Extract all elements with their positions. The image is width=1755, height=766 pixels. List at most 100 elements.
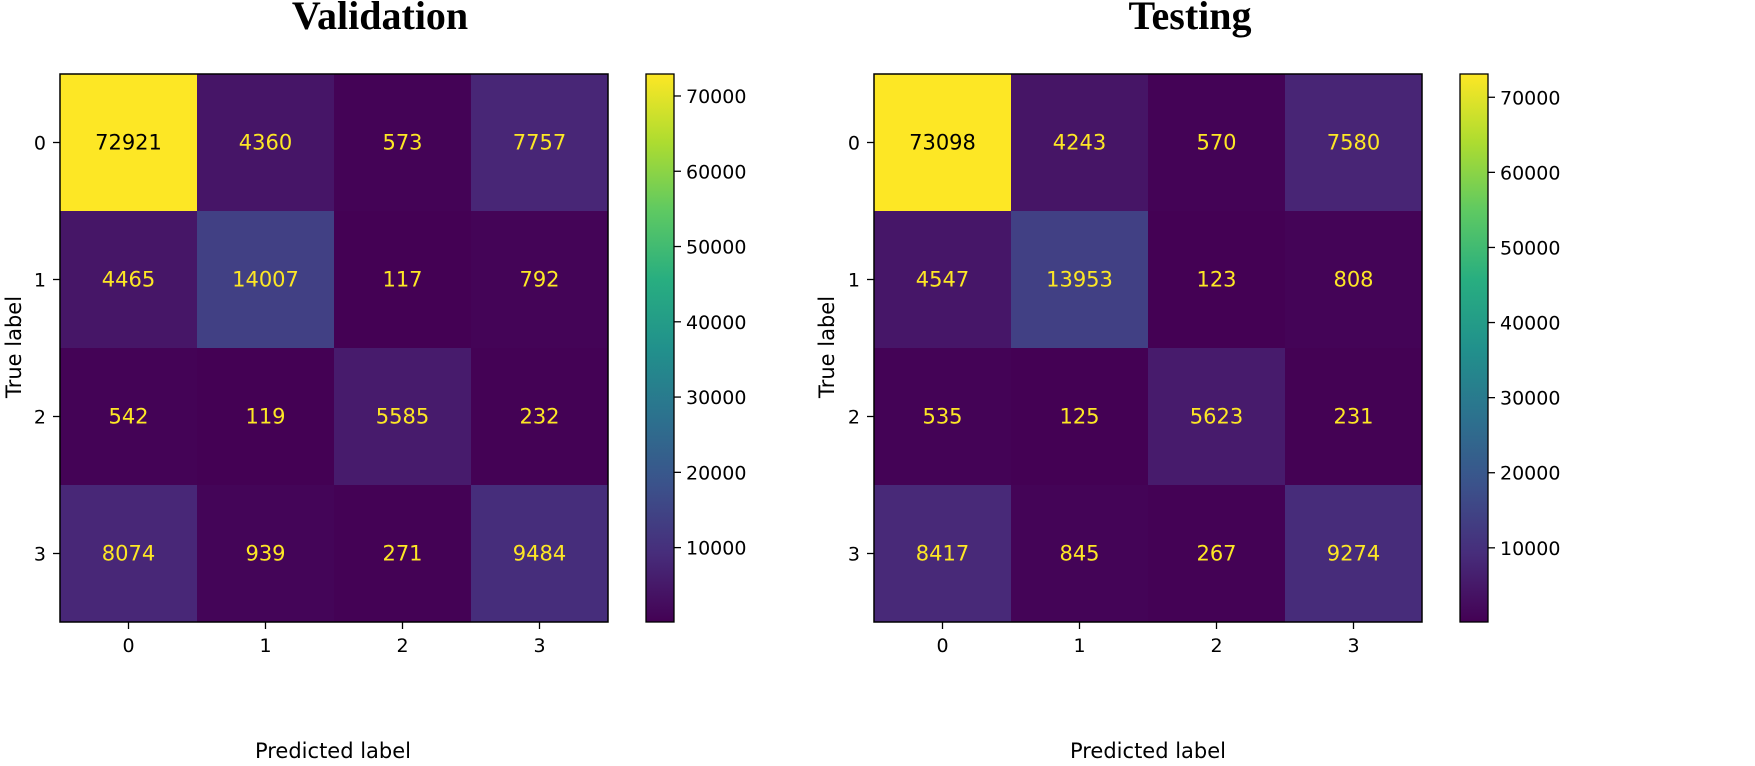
validation-cell-r1-c1 [197,211,334,348]
testing-title: Testing [1128,0,1251,38]
validation-cell-value: 7757 [513,131,566,155]
validation-cell-r3-c3 [471,485,608,622]
testing-x-tick-label: 3 [1347,635,1359,657]
validation-colorbar-tick-label: 40000 [686,312,746,334]
testing-cell-r0-c0 [874,74,1011,211]
validation-cell-r2-c0 [60,348,197,485]
validation-x-tick-label: 1 [259,635,271,657]
validation-colorbar: 10000 20000 30000 40000 50000 60000 70000 [645,73,746,623]
testing-cell-r1-c3 [1285,211,1422,348]
validation-cell-r3-c1 [197,485,334,622]
testing-y-axis-label: True label [815,296,839,399]
validation-cell-value: 4465 [102,268,155,292]
validation-cell-r2-c2 [334,348,471,485]
testing-cell-value: 7580 [1327,131,1380,155]
testing-cell-r1-c1 [1011,211,1148,348]
validation-x-tick-label: 2 [396,635,408,657]
testing-cell-value: 8417 [916,542,969,566]
testing-cell-r0-c3 [1285,74,1422,211]
testing-matrix-frame [873,73,1423,623]
testing-y-tick-label: 2 [848,407,860,429]
validation-cell-value: 9484 [513,542,566,566]
testing-cell-value: 4243 [1053,131,1106,155]
validation-cell-value: 117 [382,268,422,292]
testing-cell-r3-c3 [1285,485,1422,622]
testing-cell-value: 845 [1059,542,1099,566]
validation-colorbar-gradient [645,73,675,623]
validation-cell-value: 4360 [239,131,292,155]
testing-cell-r3-c1 [1011,485,1148,622]
testing-x-tick-label: 1 [1073,635,1085,657]
testing-cell-r2-c2 [1148,348,1285,485]
testing-cell-r2-c0 [874,348,1011,485]
validation-y-tick-label: 1 [34,270,46,292]
testing-x-tick-label: 0 [936,635,948,657]
testing-y-tick-label: 1 [848,270,860,292]
testing-cell-r3-c2 [1148,485,1285,622]
testing-cell-value: 125 [1059,405,1099,429]
validation-y-axis-label: True label [2,296,26,399]
validation-colorbar-tick-label: 10000 [686,538,746,560]
testing-cell-r2-c3 [1285,348,1422,485]
validation-cell-r0-c2 [334,74,471,211]
validation-cell-r3-c2 [334,485,471,622]
validation-matrix: 72921 4360 573 7757 4465 14007 117 792 542 119 558… [34,73,609,657]
validation-cell-r2-c1 [197,348,334,485]
validation-colorbar-tick-label: 50000 [686,237,746,259]
validation-x-axis-label: Predicted label [255,739,411,763]
validation-x-tick-label: 3 [533,635,545,657]
validation-colorbar-tick-label: 60000 [686,161,746,183]
validation-cell-r3-c0 [60,485,197,622]
validation-cell-value: 5585 [376,405,429,429]
testing-cell-value: 231 [1333,405,1373,429]
validation-cell-value: 72921 [95,131,162,155]
validation-x-tick-label: 0 [122,635,134,657]
testing-cell-value: 570 [1196,131,1236,155]
testing-cell-value: 123 [1196,268,1236,292]
validation-cell-value: 14007 [232,268,299,292]
testing-colorbar-tick-label: 20000 [1500,463,1560,485]
testing-colorbar-tick-label: 60000 [1500,162,1560,184]
testing-cell-r0-c2 [1148,74,1285,211]
testing-cell-value: 4547 [916,268,969,292]
testing-colorbar-tick-label: 30000 [1500,388,1560,410]
testing-colorbar-gradient [1459,73,1489,623]
validation-cell-value: 939 [245,542,285,566]
testing-cell-value: 13953 [1046,268,1113,292]
validation-y-tick-label: 2 [34,407,46,429]
testing-colorbar-tick-label: 70000 [1500,87,1560,109]
validation-colorbar-tick-label: 70000 [686,86,746,108]
validation-title: Validation [292,0,468,38]
validation-cell-value: 573 [382,131,422,155]
validation-cell-r0-c0 [60,74,197,211]
testing-cell-value: 5623 [1190,405,1243,429]
testing-cell-value: 9274 [1327,542,1380,566]
testing-cell-r3-c0 [874,485,1011,622]
validation-cell-r1-c2 [334,211,471,348]
testing-colorbar-tick-label: 50000 [1500,237,1560,259]
validation-cell-value: 271 [382,542,422,566]
testing-cell-value: 808 [1333,268,1373,292]
testing-cell-r1-c2 [1148,211,1285,348]
testing-colorbar: 10000 20000 30000 40000 50000 60000 70000 [1459,73,1560,623]
testing-colorbar-tick-label: 40000 [1500,313,1560,335]
validation-matrix-frame [59,73,609,623]
validation-cell-r2-c3 [471,348,608,485]
validation-cell-value: 232 [519,405,559,429]
validation-cell-r1-c3 [471,211,608,348]
testing-x-tick-label: 2 [1210,635,1222,657]
validation-y-tick-label: 3 [34,544,46,566]
testing-colorbar-tick-label: 10000 [1500,538,1560,560]
validation-cell-value: 119 [245,405,285,429]
validation-colorbar-tick-label: 30000 [686,387,746,409]
testing-cell-value: 73098 [909,131,976,155]
validation-cell-r0-c1 [197,74,334,211]
testing-cell-value: 535 [922,405,962,429]
testing-cell-r1-c0 [874,211,1011,348]
validation-y-tick-label: 0 [34,133,46,155]
testing-cell-r0-c1 [1011,74,1148,211]
testing-cell-r2-c1 [1011,348,1148,485]
